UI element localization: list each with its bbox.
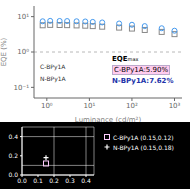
html-text:C-BPy1A: C-BPy1A — [40, 63, 66, 70]
html-text:N-BPy1A: N-BPy1A — [40, 75, 66, 82]
svg-text:10⁰: 10⁰ — [17, 48, 29, 56]
html-text:C-BPy1A (0.15,0.12): C-BPy1A (0.15,0.12) — [113, 133, 174, 141]
svg-text:0.2: 0.2 — [49, 177, 59, 184]
html-text:N-BPy1A (0.15,0.18): N-BPy1A (0.15,0.18) — [113, 143, 174, 151]
svg-text:0.4: 0.4 — [81, 177, 91, 184]
html-text:EQEmax: EQEmax — [112, 55, 139, 63]
svg-text:0.2: 0.2 — [8, 152, 18, 159]
svg-text:0.3: 0.3 — [65, 177, 75, 184]
svg-text:0.0: 0.0 — [8, 171, 18, 178]
svg-text:10¹: 10¹ — [17, 13, 29, 21]
svg-text:0.4: 0.4 — [8, 133, 18, 140]
svg-text:10¹: 10¹ — [84, 102, 96, 110]
svg-text:EQE (%): EQE (%) — [8, 37, 9, 66]
svg-text:10²: 10² — [126, 102, 138, 110]
html-text:N-BPy1A:7.62%: N-BPy1A:7.62% — [112, 77, 174, 85]
svg-text:10⁰: 10⁰ — [41, 102, 53, 110]
svg-text:10³: 10³ — [169, 102, 181, 110]
svg-text:10⁻¹: 10⁻¹ — [14, 84, 30, 92]
svg-text:0.0: 0.0 — [17, 177, 27, 184]
svg-text:0.1: 0.1 — [33, 177, 43, 184]
html-text:C-BPy1A:5.90%: C-BPy1A:5.90% — [114, 66, 168, 74]
